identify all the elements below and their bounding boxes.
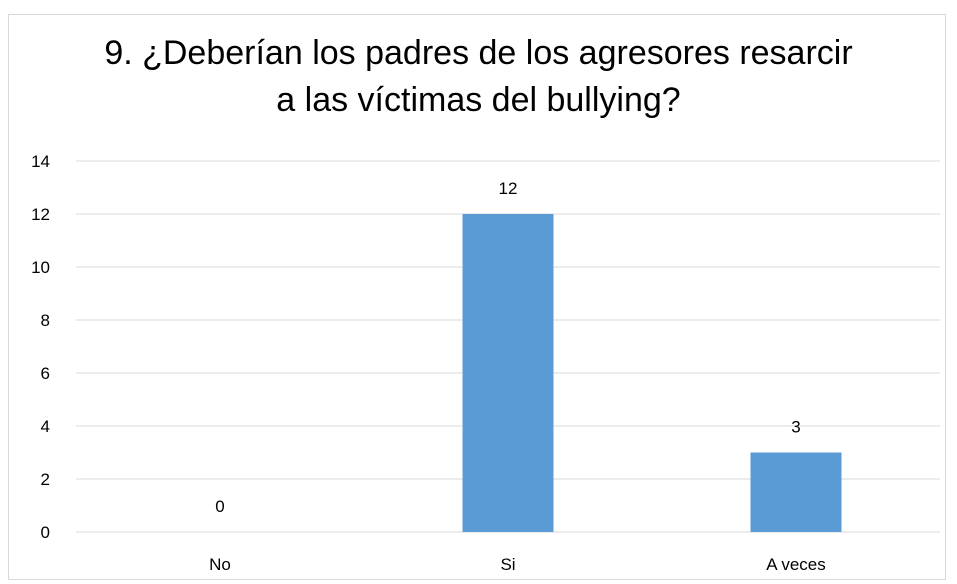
y-tick-label: 6 [41,364,50,383]
bar-a-veces [750,452,842,532]
data-label: 12 [499,179,518,198]
y-tick-label: 12 [31,205,50,224]
data-label: 3 [791,418,800,437]
y-tick-label: 14 [31,152,50,171]
chart-title-line-1: 9. ¿Deberían los padres de los agresores… [104,34,853,72]
data-label: 0 [215,497,224,516]
y-tick-label: 10 [31,258,50,277]
x-tick-label: A veces [766,555,826,574]
y-tick-label: 8 [41,311,50,330]
chart-title-line-2: a las víctimas del bullying? [276,81,681,119]
y-tick-label: 2 [41,470,50,489]
x-tick-label: Si [500,555,515,574]
y-tick-label: 4 [41,417,50,436]
chart-title: 9. ¿Deberían los padres de los agresores… [0,30,957,124]
x-tick-label: No [209,555,231,574]
y-tick-label: 0 [41,523,50,542]
bar-si [462,214,554,532]
